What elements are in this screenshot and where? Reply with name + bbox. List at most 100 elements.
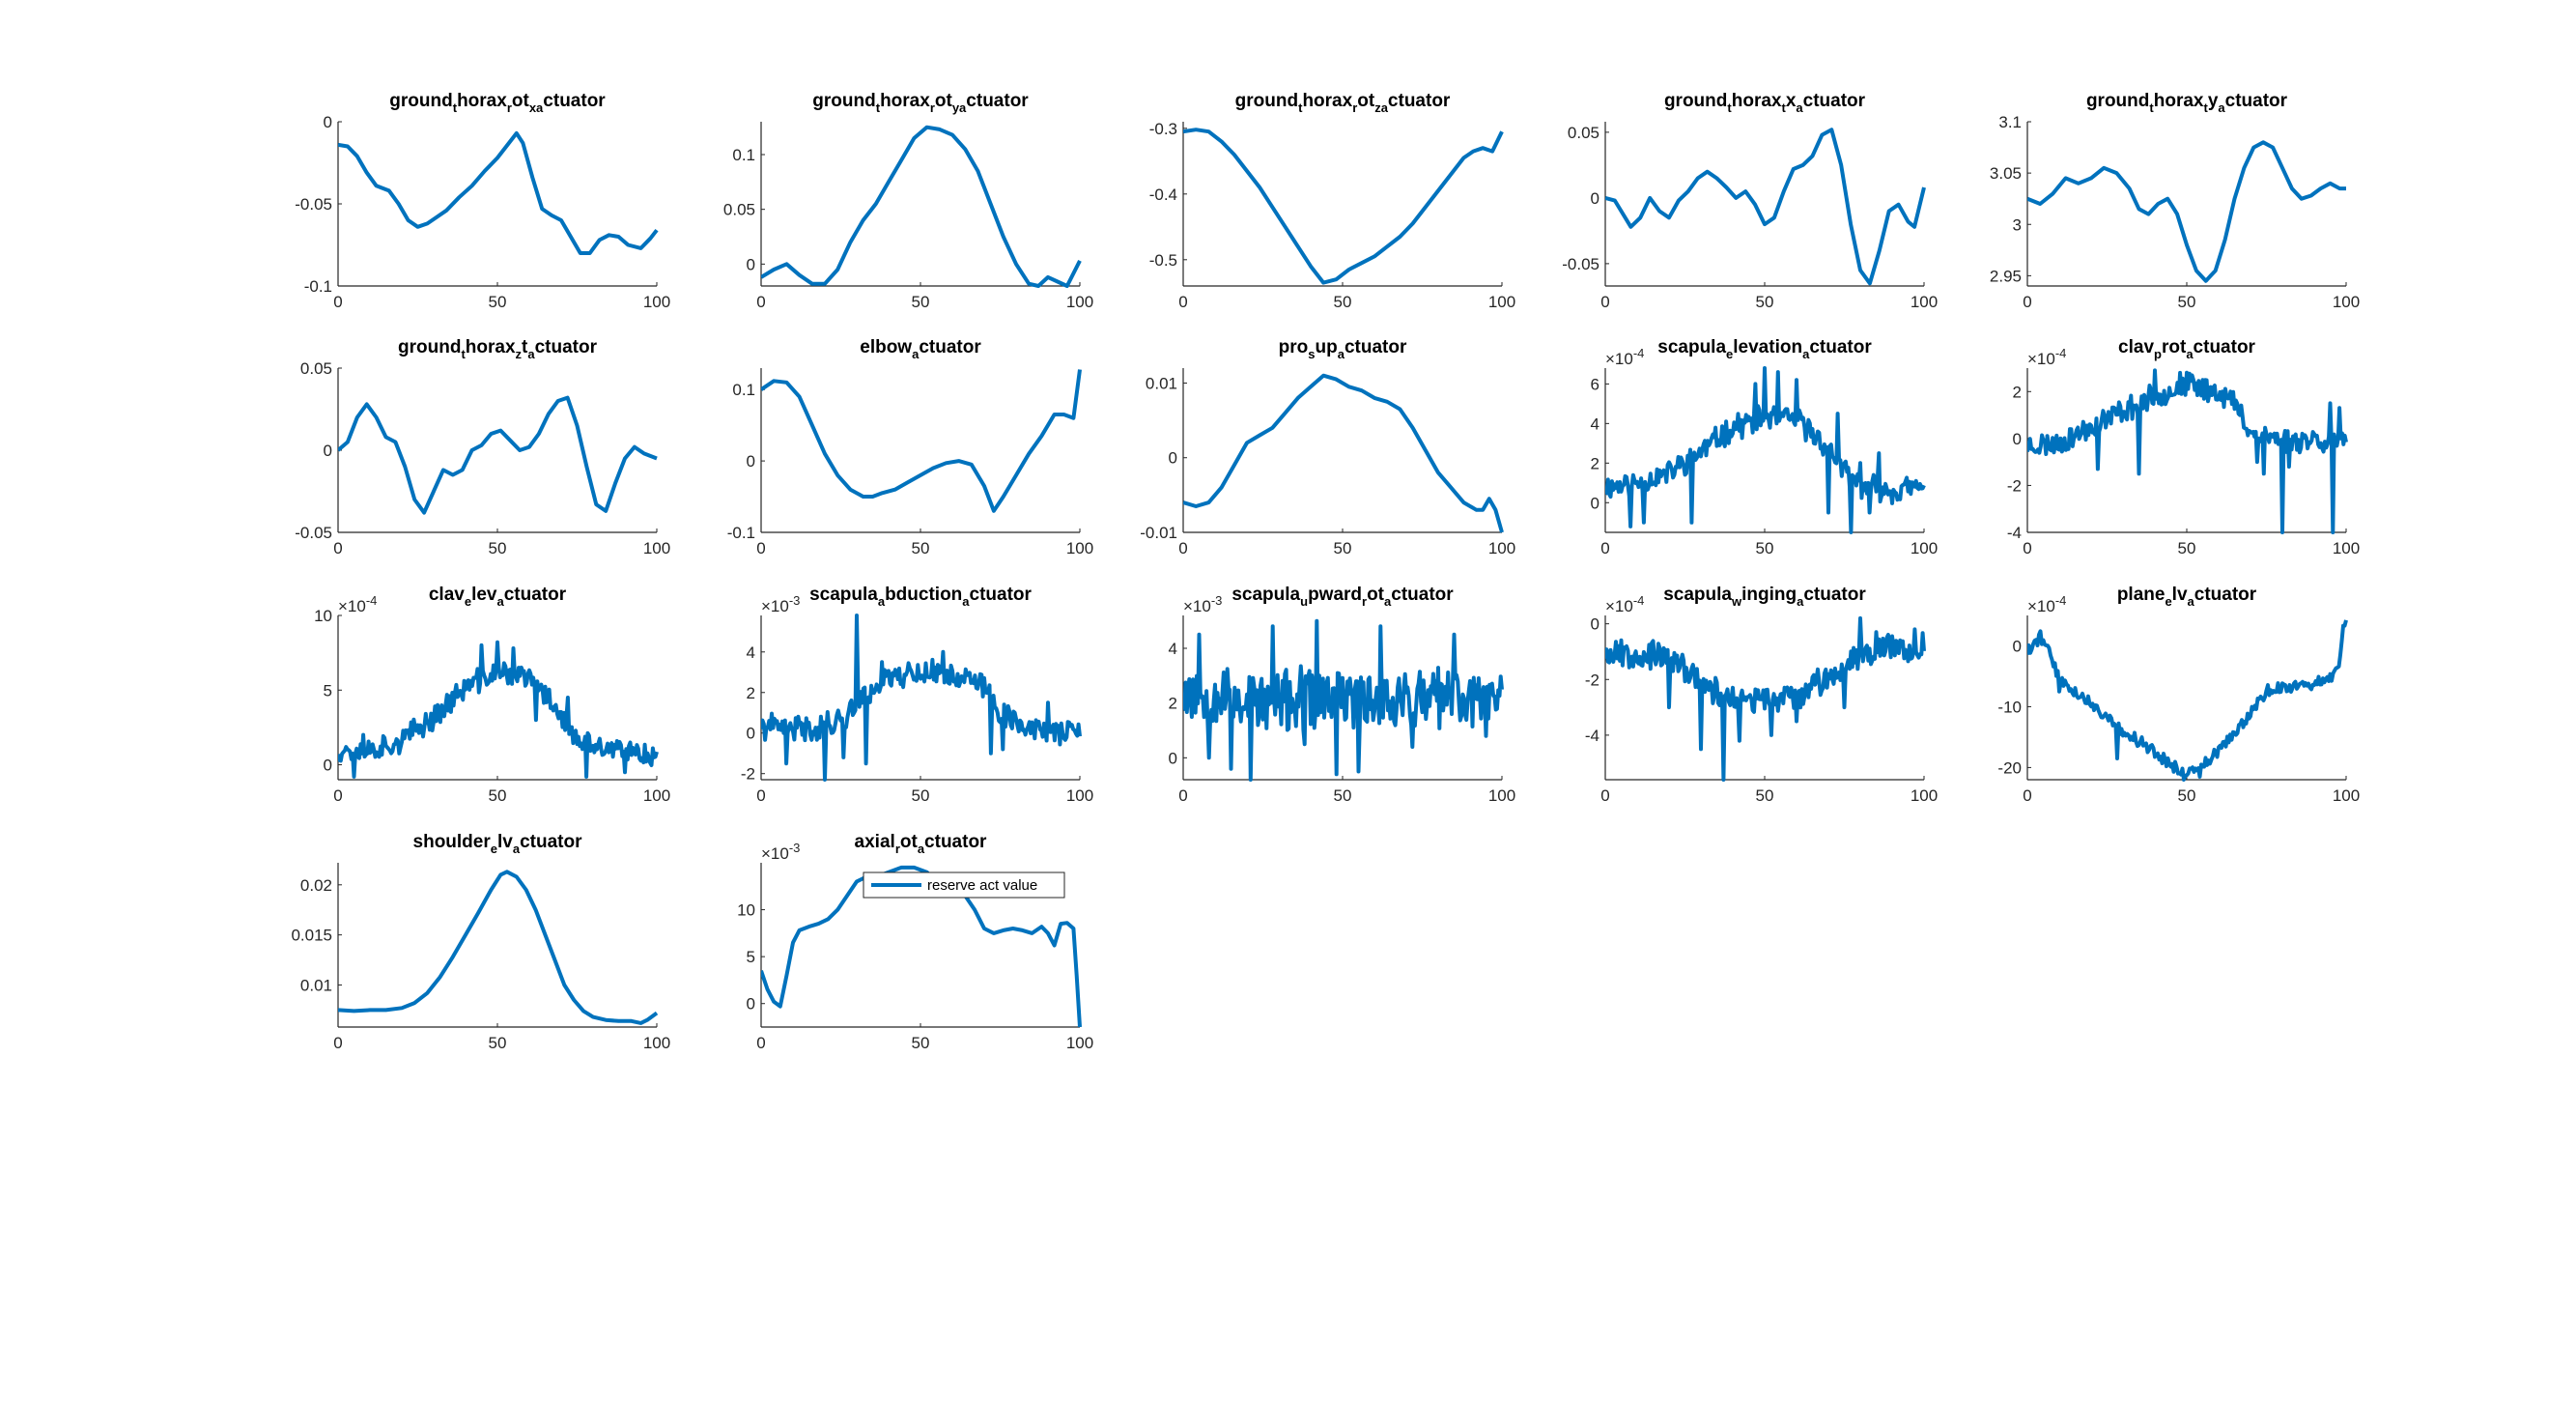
x-tick-label: 0 xyxy=(756,1034,765,1052)
subplot-title: shoulderelvactuator xyxy=(413,832,583,856)
x-tick-label: 100 xyxy=(1066,786,1093,805)
title-segment: a xyxy=(962,594,970,609)
y-tick-label: 0.01 xyxy=(300,976,332,994)
title-segment: r xyxy=(895,842,900,856)
x-tick-label: 0 xyxy=(2023,539,2031,557)
x-tick-label: 0 xyxy=(1600,539,1609,557)
legend-label: reserve act value xyxy=(927,877,1037,894)
y-tick-label: -4 xyxy=(2007,524,2022,542)
title-segment: bduction xyxy=(885,585,962,605)
title-segment: ctuator xyxy=(1345,337,1407,357)
series-line xyxy=(1183,618,1504,782)
title-segment: ctuator xyxy=(1388,91,1451,111)
x-tick-label: 50 xyxy=(912,293,930,311)
title-segment: w xyxy=(1731,594,1742,609)
axis-multiplier: ×10-3 xyxy=(1183,593,1222,615)
title-segment: a xyxy=(912,347,920,361)
title-segment: a xyxy=(1338,347,1345,361)
x-tick-label: 0 xyxy=(333,539,342,557)
subplot-15: shoulderelvactuator 0 50 100 0.01 0.015 0.02 xyxy=(291,832,670,1052)
subplot-title: groundthoraxrotyactuator xyxy=(812,91,1029,115)
title-segment: scapula xyxy=(809,585,878,605)
y-tick-label: -2 xyxy=(2007,476,2022,495)
x-tick-label: 100 xyxy=(1911,539,1938,557)
y-tick-label: 0 xyxy=(747,725,755,743)
title-segment: lv xyxy=(497,832,513,852)
x-tick-label: 0 xyxy=(756,539,765,557)
title-segment: horax xyxy=(880,91,930,111)
title-segment: ctuator xyxy=(1391,585,1454,605)
y-tick-label: 0.1 xyxy=(732,146,755,164)
title-segment: r xyxy=(507,100,512,115)
y-tick-label: -0.3 xyxy=(1149,120,1177,138)
x-tick-label: 50 xyxy=(912,1034,930,1052)
title-segment: a xyxy=(878,594,886,609)
y-tick-label: -4 xyxy=(1585,727,1599,745)
series-line xyxy=(338,130,659,255)
x-tick-label: 50 xyxy=(1756,539,1774,557)
y-tick-label: 4 xyxy=(1169,640,1177,658)
x-tick-label: 50 xyxy=(2178,293,2196,311)
x-tick-label: 50 xyxy=(2178,539,2196,557)
x-tick-label: 0 xyxy=(333,1034,342,1052)
title-segment: a xyxy=(2186,347,2194,361)
title-segment: a xyxy=(2188,594,2195,609)
y-tick-label: 3.05 xyxy=(1990,164,2022,183)
subplot-title: axialrotactuator xyxy=(855,832,988,856)
series-line xyxy=(338,640,659,779)
title-segment: horax xyxy=(457,91,507,111)
x-tick-label: 0 xyxy=(2023,293,2031,311)
y-tick-label: 0 xyxy=(1169,449,1177,468)
subplot-title: planeelvactuator xyxy=(2117,585,2257,609)
title-segment: ground xyxy=(1235,91,1298,111)
y-tick-label: 3.1 xyxy=(1998,113,2022,131)
title-segment: a xyxy=(918,842,925,856)
series-line xyxy=(1605,128,1926,286)
x-tick-label: 100 xyxy=(643,1034,670,1052)
x-tick-label: 0 xyxy=(2023,786,2031,805)
title-segment: shoulder xyxy=(413,832,492,852)
subplot-title: groundthoraxtxactuator xyxy=(1664,91,1866,115)
title-segment: x xyxy=(1786,91,1797,111)
subplot-13: scapulawingingactuator 0 50 100 -4 -2 0 ×10-4 xyxy=(1585,585,1938,805)
title-segment: ot xyxy=(1357,91,1375,111)
title-segment: ctuator xyxy=(1803,585,1866,605)
y-tick-label: 0 xyxy=(324,757,332,775)
y-tick-label: 10 xyxy=(737,901,755,920)
y-tick-label: 10 xyxy=(314,607,332,625)
y-tick-label: 0.05 xyxy=(1568,124,1599,142)
x-tick-label: 100 xyxy=(643,786,670,805)
title-segment: a xyxy=(1384,594,1392,609)
y-tick-label: 0 xyxy=(324,113,332,131)
title-segment: y xyxy=(2208,91,2219,111)
title-segment: ground xyxy=(2086,91,2149,111)
axis-multiplier: ×10-4 xyxy=(2027,593,2066,615)
title-segment: t xyxy=(522,337,528,357)
title-segment: a xyxy=(1802,347,1810,361)
title-segment: ctuator xyxy=(1809,337,1872,357)
x-tick-label: 50 xyxy=(1334,786,1352,805)
title-segment: t xyxy=(1781,100,1786,115)
series-line xyxy=(1183,373,1504,533)
subplot-title: scapulaabductionactuator xyxy=(809,585,1032,609)
title-segment: inging xyxy=(1741,585,1797,605)
subplot-title: scapulaelevationactuator xyxy=(1657,337,1872,361)
subplot-title: scapulaupwardrotactuator xyxy=(1231,585,1454,609)
x-tick-label: 100 xyxy=(1066,539,1093,557)
axis-multiplier: ×10-4 xyxy=(1605,346,1644,368)
series-line xyxy=(2027,140,2346,283)
title-segment: ctuator xyxy=(1803,91,1866,111)
title-segment: s xyxy=(1308,347,1315,361)
y-tick-label: -0.05 xyxy=(295,524,332,542)
subplot-title: scapulawingingactuator xyxy=(1663,585,1866,609)
series-line xyxy=(338,870,659,1025)
subplot-10: clavelevactuator 0 50 100 0 5 10 ×10-4 xyxy=(314,585,670,805)
subplot-title: groundthoraxtyactuator xyxy=(2086,91,2288,115)
title-segment: t xyxy=(1727,100,1732,115)
y-tick-label: -10 xyxy=(1997,698,2022,716)
title-segment: ya xyxy=(952,100,967,115)
title-segment: a xyxy=(1797,594,1804,609)
title-segment: a xyxy=(527,347,535,361)
